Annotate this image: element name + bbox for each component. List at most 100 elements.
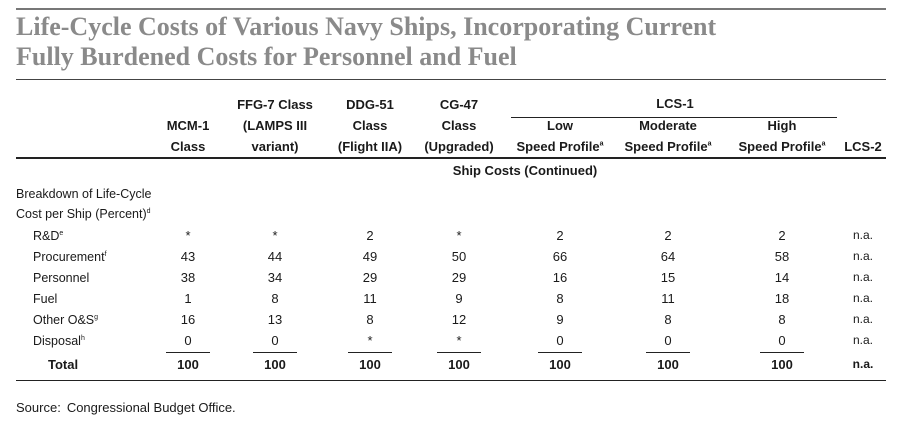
sum-underline bbox=[348, 352, 392, 353]
column-header-3-line-2: Class bbox=[352, 118, 388, 133]
total-cell: n.a. bbox=[852, 357, 874, 371]
title-line-2: Fully Burdened Costs for Personnel and F… bbox=[16, 42, 517, 71]
row-label: R&De bbox=[33, 229, 64, 243]
total-label: Total bbox=[48, 357, 79, 372]
total-cell: 100 bbox=[177, 357, 199, 372]
table-cell: 0 bbox=[271, 333, 279, 348]
row-label: Disposalh bbox=[33, 334, 85, 348]
row-label: Procurementf bbox=[33, 250, 107, 264]
column-header-2-line-1: FFG-7 Class bbox=[237, 97, 313, 112]
breakdown-label-line2: Cost per Ship (Percent)d bbox=[16, 207, 151, 221]
table-cell: n.a. bbox=[852, 291, 873, 305]
table-cell: 2 bbox=[778, 228, 786, 243]
table-cell: 9 bbox=[556, 312, 564, 327]
title-line-1: Life-Cycle Costs of Various Navy Ships, … bbox=[16, 12, 717, 41]
table-cell: 16 bbox=[180, 312, 196, 327]
table-cell: 29 bbox=[362, 270, 378, 285]
table-cell: 13 bbox=[267, 312, 283, 327]
total-cell: 100 bbox=[264, 357, 286, 372]
table-cell: n.a. bbox=[852, 228, 873, 242]
table-cell: 44 bbox=[267, 249, 283, 264]
column-header-7-line-3: Speed Profilea bbox=[738, 139, 826, 154]
table-cell: 2 bbox=[556, 228, 564, 243]
table-cell: 9 bbox=[455, 291, 463, 306]
table-cell: * bbox=[456, 228, 462, 243]
column-header-1-line-3: Class bbox=[170, 139, 206, 154]
sum-underline bbox=[253, 352, 297, 353]
total-cell: 100 bbox=[359, 357, 381, 372]
table-cell: * bbox=[272, 228, 278, 243]
row-label: Personnel bbox=[33, 271, 90, 285]
total-cell: 100 bbox=[771, 357, 793, 372]
column-header-2-line-3: variant) bbox=[251, 139, 299, 154]
sum-underline bbox=[166, 352, 210, 353]
column-header-3-line-3: (Flight IIA) bbox=[337, 139, 403, 154]
table-cell: 2 bbox=[366, 228, 374, 243]
table-cell: n.a. bbox=[852, 249, 873, 263]
breakdown-label-line1: Breakdown of Life-Cycle bbox=[16, 187, 152, 201]
sum-underline bbox=[538, 352, 582, 353]
sum-underline bbox=[646, 352, 690, 353]
column-header-2-line-2: (LAMPS III bbox=[242, 118, 308, 133]
row-label: Fuel bbox=[33, 292, 58, 306]
column-header-5-line-2: Low bbox=[547, 118, 573, 133]
table-cell: * bbox=[367, 333, 373, 348]
table-cell: 0 bbox=[778, 333, 786, 348]
sum-underline bbox=[437, 352, 481, 353]
group-rule bbox=[511, 117, 837, 118]
row-label: Other O&Sg bbox=[33, 313, 99, 327]
bottom-rule bbox=[16, 380, 886, 381]
sum-underline bbox=[760, 352, 804, 353]
column-header-5-line-3: Speed Profilea bbox=[516, 139, 604, 154]
table-cell: 49 bbox=[362, 249, 378, 264]
table-cell: 8 bbox=[778, 312, 786, 327]
section-label: Ship Costs (Continued) bbox=[452, 163, 598, 178]
table-cell: 8 bbox=[366, 312, 374, 327]
column-header-3-line-1: DDG-51 bbox=[346, 97, 394, 112]
column-header-4-line-1: CG-47 bbox=[439, 97, 479, 112]
table-cell: n.a. bbox=[852, 312, 873, 326]
table-cell: 8 bbox=[271, 291, 279, 306]
column-header-7-line-2: High bbox=[767, 118, 797, 133]
table-cell: 15 bbox=[660, 270, 676, 285]
column-header-4-line-3: (Upgraded) bbox=[424, 139, 494, 154]
table-cell: 12 bbox=[451, 312, 467, 327]
column-header-1-line-2: MCM-1 bbox=[166, 118, 210, 133]
column-header-4-line-2: Class bbox=[441, 118, 477, 133]
column-header-8-line-3: LCS-2 bbox=[844, 139, 882, 154]
table-cell: 29 bbox=[451, 270, 467, 285]
table-cell: 14 bbox=[774, 270, 790, 285]
table-cell: 50 bbox=[451, 249, 467, 264]
group-header-lcs1: LCS-1 bbox=[656, 96, 694, 111]
table-cell: 11 bbox=[363, 291, 377, 306]
table-cell: * bbox=[185, 228, 191, 243]
table-cell: 18 bbox=[774, 291, 790, 306]
source-note: Source: Congressional Budget Office. bbox=[16, 400, 236, 415]
table-cell: 8 bbox=[664, 312, 672, 327]
table-cell: 66 bbox=[552, 249, 568, 264]
table-cell: 11 bbox=[661, 291, 675, 306]
total-cell: 100 bbox=[549, 357, 571, 372]
table-cell: 1 bbox=[184, 291, 192, 306]
table-cell: 16 bbox=[552, 270, 568, 285]
table-cell: 8 bbox=[556, 291, 564, 306]
table-cell: 0 bbox=[556, 333, 564, 348]
total-cell: 100 bbox=[448, 357, 470, 372]
table-cell: 38 bbox=[180, 270, 196, 285]
total-cell: 100 bbox=[657, 357, 679, 372]
table-cell: 43 bbox=[180, 249, 196, 264]
table-cell: 2 bbox=[664, 228, 672, 243]
top-rule bbox=[16, 8, 886, 10]
table-cell: n.a. bbox=[852, 270, 873, 284]
column-header-6-line-2: Moderate bbox=[639, 118, 697, 133]
table-cell: 0 bbox=[184, 333, 192, 348]
title-rule bbox=[16, 79, 886, 80]
column-header-6-line-3: Speed Profilea bbox=[624, 139, 712, 154]
table-cell: * bbox=[456, 333, 462, 348]
header-rule bbox=[16, 157, 886, 159]
table-cell: 64 bbox=[660, 249, 676, 264]
table-cell: 0 bbox=[664, 333, 672, 348]
page-title: Life-Cycle Costs of Various Navy Ships, … bbox=[16, 12, 886, 72]
table-cell: n.a. bbox=[852, 333, 873, 347]
table-cell: 58 bbox=[774, 249, 790, 264]
